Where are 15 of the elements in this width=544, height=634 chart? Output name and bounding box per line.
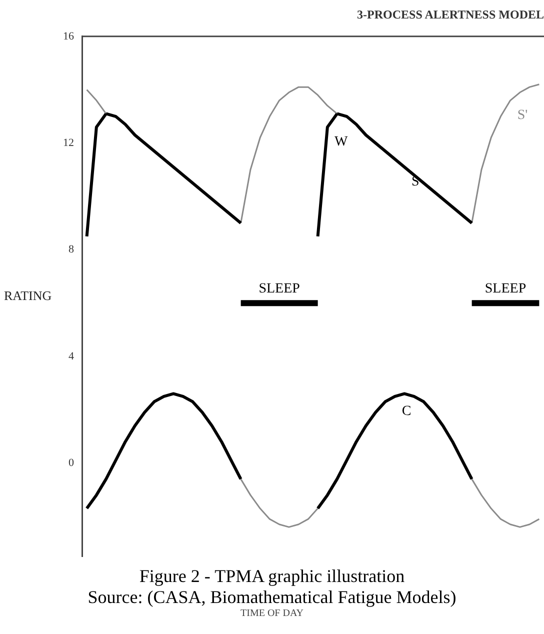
text: TIME OF DAY [240,608,304,620]
y-axis-title: RATING [4,288,52,303]
series-label: S' [517,108,528,124]
caption: Figure 2 - TPMA graphic illustration [138,566,406,587]
y-tick-label: 16 [63,30,74,42]
y-tick-label: 12 [63,136,74,149]
series-label: C [402,404,412,420]
series-label: SLEEP [258,282,300,297]
series-label: W [334,134,348,150]
text: SLEEP [484,282,526,297]
chart-title: 3-PROCESS ALERTNESS MODEL [357,7,544,22]
y-tick-label: 4 [68,350,74,362]
source-note: Source: (CASA, Biomathematical Fatigue Models) [86,587,458,608]
y-tick-label: 8 [68,244,74,256]
y-tick-label: 0 [68,456,74,469]
